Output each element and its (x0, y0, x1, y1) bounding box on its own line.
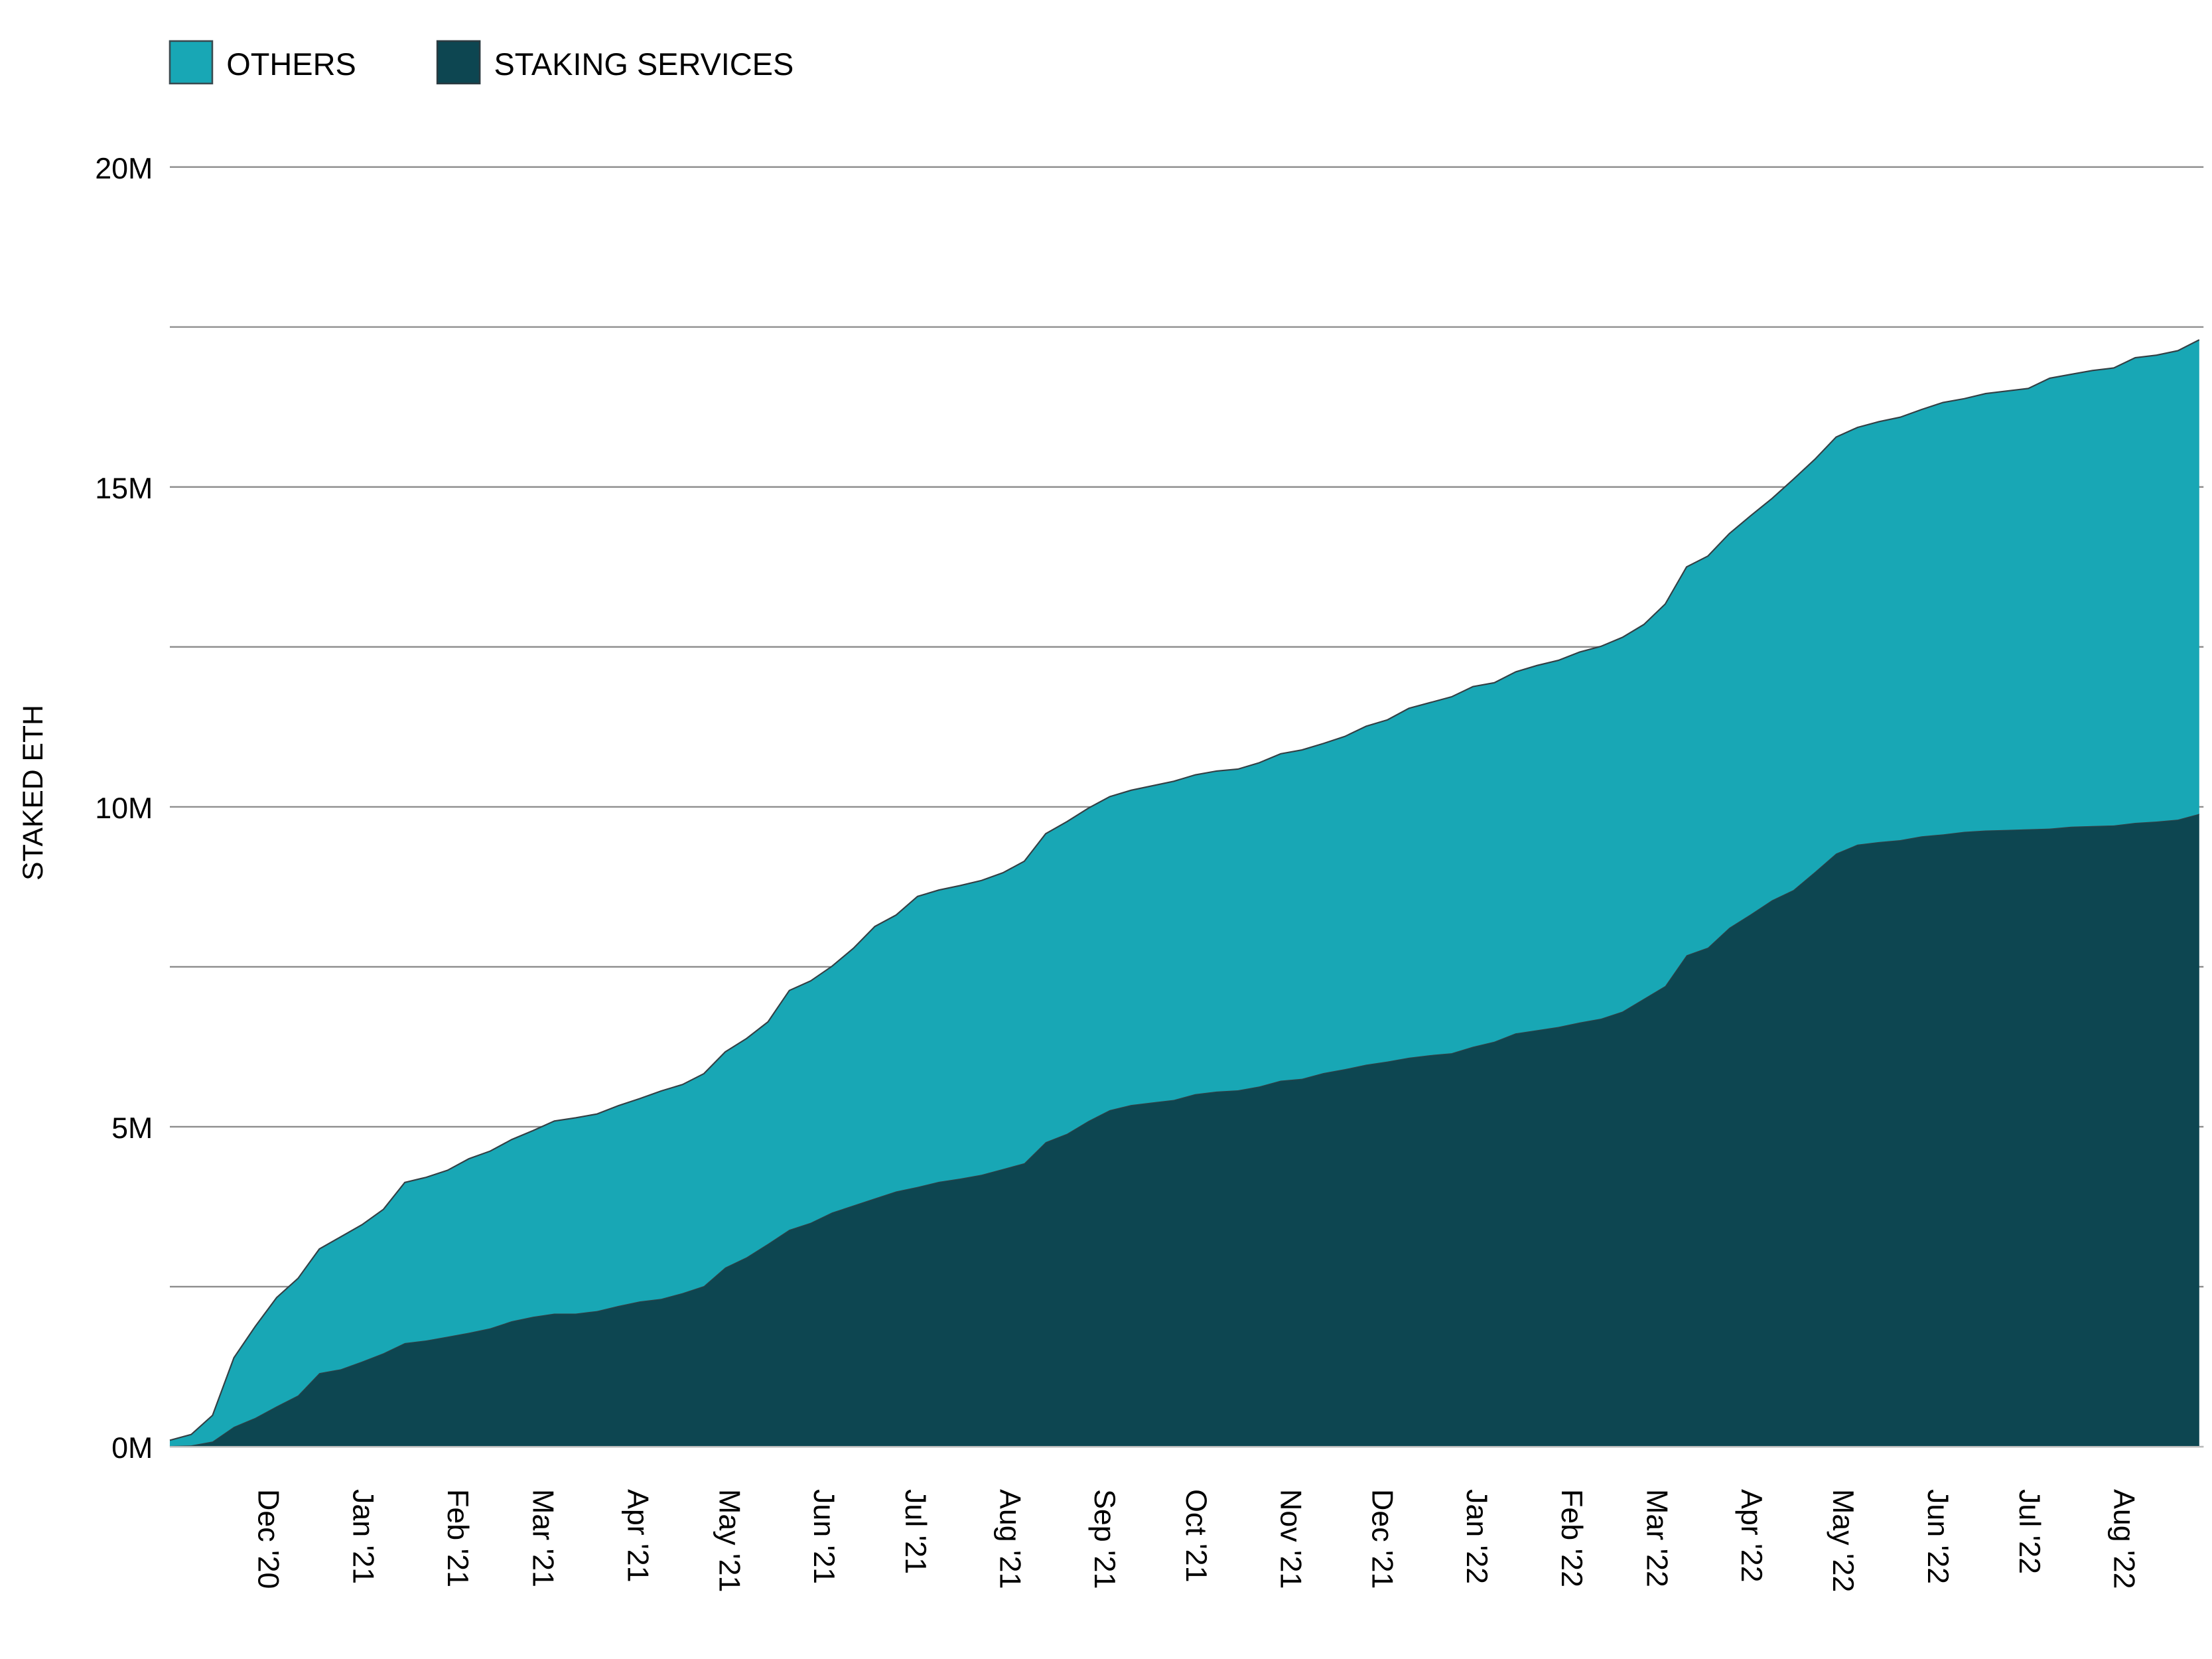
y-axis-ticks: 0M 5M 10M 15M 20M (95, 152, 153, 1465)
y-tick-label: 10M (95, 792, 153, 825)
x-tick-label: Apr '21 (621, 1489, 654, 1583)
y-axis-label: STAKED ETH (17, 705, 49, 881)
x-tick-label: Jan '22 (1460, 1489, 1493, 1584)
legend-item-staking-services[interactable]: STAKING SERVICES (436, 40, 794, 85)
x-tick-label: Jul '21 (899, 1489, 932, 1574)
x-tick-label: Dec '20 (252, 1489, 285, 1589)
x-tick-label: May '21 (713, 1489, 746, 1592)
x-tick-label: Aug '21 (993, 1489, 1026, 1589)
legend-label-others: OTHERS (226, 47, 356, 82)
legend-label-staking-services: STAKING SERVICES (494, 47, 794, 82)
legend-item-others[interactable]: OTHERS (169, 40, 356, 85)
x-axis-ticks: Dec '20 Jan '21 Feb '21 Mar '21 Apr '21 May '… (252, 1489, 2141, 1592)
y-tick-label: 15M (95, 472, 153, 505)
x-tick-label: May '22 (1827, 1489, 1860, 1592)
legend-swatch-others (169, 40, 214, 85)
legend-swatch-staking-services (436, 40, 481, 85)
legend: OTHERS STAKING SERVICES (169, 40, 794, 85)
y-tick-label: 0M (111, 1431, 153, 1465)
x-tick-label: Apr '22 (1735, 1489, 1768, 1583)
x-tick-label: Nov '21 (1275, 1489, 1308, 1589)
y-tick-label: 5M (111, 1112, 153, 1145)
x-tick-label: Jun '21 (807, 1489, 841, 1584)
x-tick-label: Feb '21 (441, 1489, 474, 1587)
x-tick-label: Jul '22 (2013, 1489, 2046, 1574)
y-tick-label: 20M (95, 152, 153, 185)
area-others (169, 340, 2199, 1447)
x-tick-label: Aug '22 (2107, 1489, 2140, 1589)
area-staking-services (169, 814, 2199, 1447)
x-tick-label: Mar '21 (527, 1489, 560, 1587)
x-tick-label: Mar '22 (1641, 1489, 1674, 1587)
x-tick-label: Jun '22 (1921, 1489, 1955, 1584)
plot-areas (169, 339, 2204, 1448)
x-tick-label: Feb '22 (1555, 1489, 1588, 1587)
x-tick-label: Jan '21 (346, 1489, 380, 1584)
x-tick-label: Sep '21 (1088, 1489, 1121, 1589)
area-edge-others (169, 339, 2200, 1441)
x-tick-label: Oct '21 (1180, 1489, 1213, 1582)
x-tick-label: Dec '21 (1366, 1489, 1399, 1589)
